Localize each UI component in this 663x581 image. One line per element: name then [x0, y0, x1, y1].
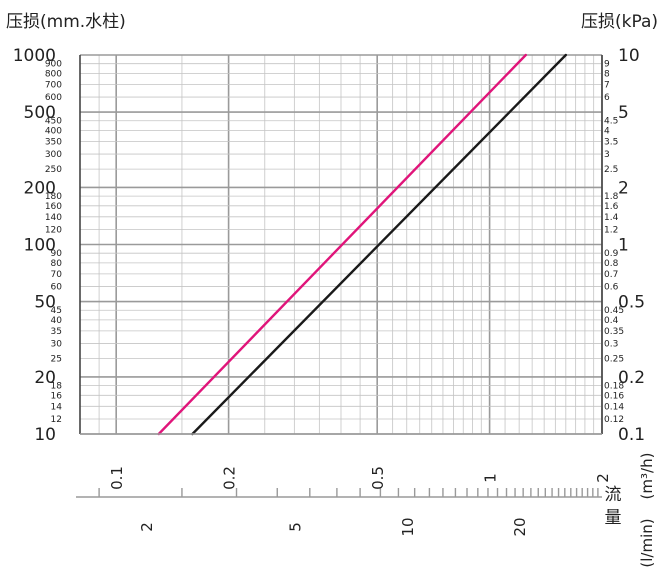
y-left-minor-label: 18	[51, 382, 63, 392]
y-right-minor-label: 9	[604, 60, 610, 70]
y-left-minor-label: 70	[51, 270, 63, 280]
y-right-minor-label: 0.35	[604, 327, 624, 337]
series-line-2	[191, 53, 568, 436]
y-left-minor-label: 300	[45, 150, 62, 160]
x-top-tick-label: 2	[594, 473, 612, 483]
y-left-minor-label: 700	[45, 80, 62, 90]
y-left-minor-label: 40	[51, 316, 63, 326]
y-right-minor-label: 4	[604, 126, 610, 136]
x-top-tick-label: 0.5	[369, 466, 387, 490]
y-left-minor-label: 800	[45, 69, 62, 79]
y-right-minor-label: 0.6	[604, 283, 619, 293]
y-right-minor-label: 6	[604, 93, 610, 103]
y-left-minor-label: 900	[45, 60, 62, 70]
x-bottom-tick-label: 5	[286, 522, 304, 532]
y-left-minor-label: 350	[45, 137, 62, 147]
y-left-minor-label: 16	[51, 391, 63, 401]
y-left-major-label: 50	[34, 293, 56, 313]
y-left-axis-title: 压损(mm.水柱)	[6, 12, 126, 32]
y-right-minor-label: 0.14	[604, 402, 624, 412]
y-right-minor-label: 1.4	[604, 213, 619, 223]
y-left-major-label: 20	[34, 368, 56, 388]
y-right-major-label: 2	[618, 178, 629, 198]
y-right-axis-title: 压损(kPa)	[581, 12, 658, 32]
y-right-minor-label: 0.25	[604, 355, 624, 365]
x-top-tick-label: 0.2	[221, 466, 239, 490]
y-right-minor-label: 1.8	[604, 192, 619, 202]
y-left-minor-label: 25	[51, 355, 62, 365]
y-left-major-label: 500	[24, 103, 56, 123]
y-right-minor-label: 8	[604, 69, 610, 79]
y-right-minor-label: 3.5	[604, 137, 618, 147]
y-right-minor-label: 0.4	[604, 316, 619, 326]
y-right-major-label: 1	[618, 236, 629, 256]
y-left-minor-label: 35	[51, 327, 62, 337]
y-left-minor-label: 180	[45, 192, 62, 202]
y-left-minor-label: 45	[51, 306, 62, 316]
y-right-minor-label: 0.16	[604, 391, 624, 401]
grid	[79, 54, 603, 435]
y-left-minor-label: 400	[45, 126, 62, 136]
series-line-1	[157, 53, 527, 436]
y-right-minor-label: 0.7	[604, 270, 618, 280]
y-left-minor-label: 30	[51, 340, 63, 350]
x-label-char: 流	[605, 485, 622, 505]
y-left-minor-label: 450	[45, 117, 62, 127]
y-right-minor-label: 1.6	[604, 202, 619, 212]
y-right-minor-label: 0.18	[604, 382, 624, 392]
y-left-minor-label: 14	[51, 402, 63, 412]
x-label-char: 量	[605, 508, 622, 528]
y-right-minor-label: 0.9	[604, 249, 619, 259]
y-left-major-label: 200	[24, 178, 56, 198]
x-top-tick-label: 1	[482, 473, 500, 483]
y-right-major-label: 0.1	[618, 425, 645, 445]
x-unit-bottom: (l/min)	[638, 518, 656, 567]
y-right-major-label: 0.5	[618, 293, 645, 313]
y-right-minor-label: 1.2	[604, 225, 618, 235]
y-right-minor-label: 0.3	[604, 340, 618, 350]
y-left-major-label: 100	[24, 236, 56, 256]
y-right-minor-label: 2.5	[604, 165, 618, 175]
y-left-minor-label: 250	[45, 165, 62, 175]
y-right-major-label: 10	[618, 46, 640, 66]
y-right-minor-label: 7	[604, 80, 610, 90]
tick-labels: 1000500200100502010900800700600450400350…	[6, 12, 658, 568]
x-unit-top: (m³/h)	[638, 453, 656, 500]
axes-frame	[76, 55, 603, 498]
y-right-major-label: 5	[618, 103, 629, 123]
y-left-minor-label: 60	[51, 283, 63, 293]
y-right-minor-label: 0.45	[604, 306, 624, 316]
y-right-major-label: 0.2	[618, 368, 645, 388]
y-left-minor-label: 80	[51, 259, 63, 269]
y-right-minor-label: 3	[604, 150, 610, 160]
x-top-tick-label: 0.1	[108, 466, 126, 490]
y-left-minor-label: 90	[51, 249, 63, 259]
x-bottom-tick-label: 2	[138, 522, 156, 532]
y-left-minor-label: 140	[45, 213, 62, 223]
y-left-major-label: 10	[34, 425, 56, 445]
y-left-minor-label: 120	[45, 225, 62, 235]
y-left-major-label: 1000	[13, 46, 56, 66]
x-bottom-tick-label: 10	[399, 517, 417, 536]
y-left-minor-label: 160	[45, 202, 62, 212]
y-right-minor-label: 0.8	[604, 259, 619, 269]
series-lines	[157, 53, 568, 436]
y-right-minor-label: 4.5	[604, 117, 618, 127]
y-right-minor-label: 0.12	[604, 415, 624, 425]
y-left-minor-label: 12	[51, 415, 62, 425]
y-left-minor-label: 600	[45, 93, 62, 103]
x-bottom-tick-label: 20	[511, 517, 529, 536]
